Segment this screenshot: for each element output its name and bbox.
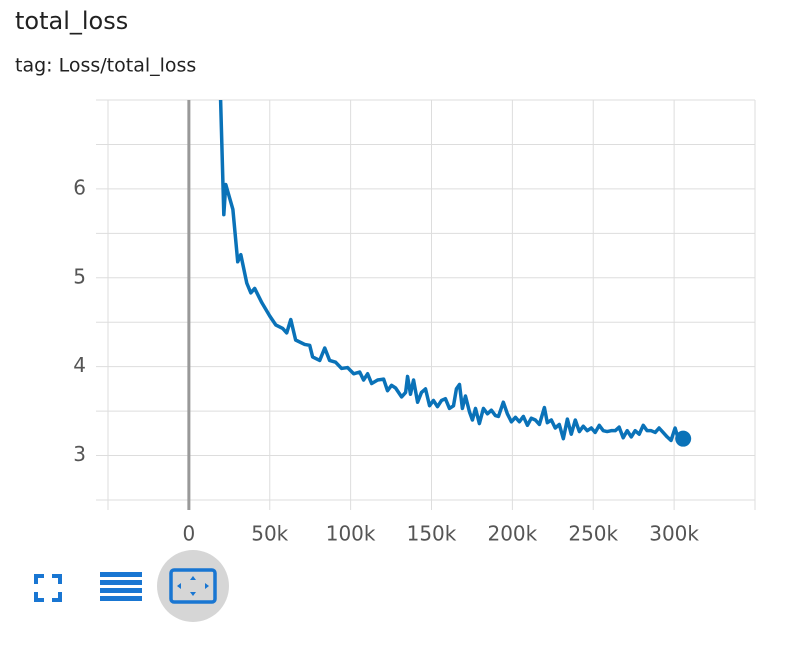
list-icon-bar [100,572,142,577]
x-tick-label: 0 [183,522,196,546]
log-scale-button[interactable] [100,572,142,601]
fit-icon-arrows [177,576,209,596]
x-tick-label: 150k [407,522,457,546]
fullscreen-button[interactable] [34,574,62,602]
series-line [218,100,684,443]
chart-subtitle: tag: Loss/total_loss [15,55,196,77]
list-icon-bar [100,596,142,601]
y-tick-label: 4 [73,353,86,377]
list-icon-bar [100,580,142,585]
fit-icon-frame [169,568,217,604]
list-icon-bar [100,588,142,593]
x-tick-label: 50k [251,522,288,546]
x-tick-label: 300k [649,522,699,546]
y-tick-label: 5 [73,264,86,288]
x-tick-label: 250k [568,522,618,546]
fit-domain-button[interactable] [157,550,229,622]
x-tick-label: 200k [487,522,537,546]
y-tick-label: 6 [73,175,86,199]
fullscreen-icon [34,574,62,602]
button-background [157,550,229,622]
y-tick-label: 3 [73,442,86,466]
last-point-marker [675,430,692,447]
chart-title: total_loss [15,7,128,35]
x-tick-label: 100k [326,522,376,546]
